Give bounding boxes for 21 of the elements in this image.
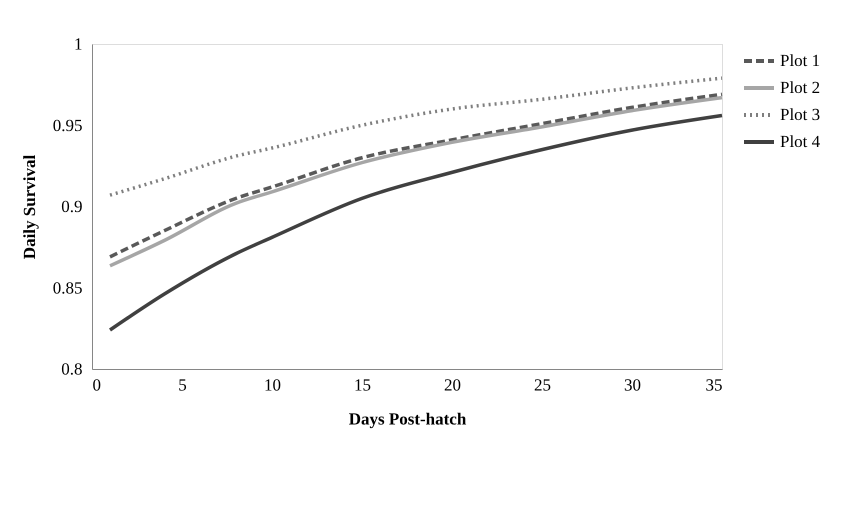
x-axis-title: Days Post-hatch [348,410,467,428]
x-tick-label: 0 [92,376,101,394]
x-tick-label: 25 [534,376,551,394]
legend-label: Plot 1 [780,51,820,70]
y-tick-label: 1 [74,34,82,54]
y-tick-label: 0.95 [52,116,82,135]
legend-label: Plot 4 [780,132,821,151]
line-series [108,114,724,332]
y-tick-label: 0.8 [61,360,82,378]
x-tick-label: 15 [354,376,371,394]
x-tick-label: 10 [264,376,281,394]
y-tick-label: 0.9 [61,197,82,216]
y-tick-label: 0.85 [52,278,82,298]
line-series [108,76,724,197]
legend-label: Plot 2 [780,78,820,97]
x-tick-label: 20 [444,376,461,394]
legend-label: Plot 3 [780,105,820,124]
x-tick-label: 35 [706,376,722,394]
x-tick-label: 5 [178,376,187,394]
y-axis-title: Daily Survival [20,154,39,260]
x-tick-label: 30 [624,376,641,394]
